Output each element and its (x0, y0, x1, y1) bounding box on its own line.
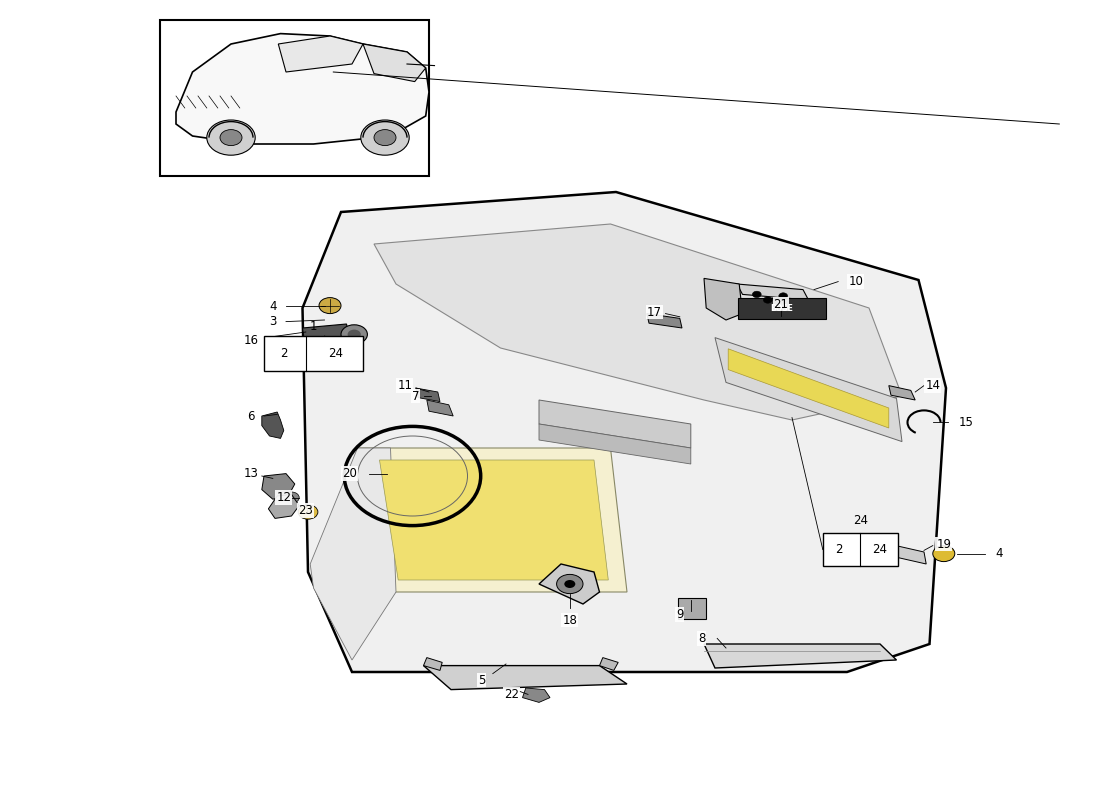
Text: euroParts: euroParts (386, 351, 934, 449)
Polygon shape (704, 278, 742, 320)
Text: 10: 10 (848, 275, 864, 288)
Polygon shape (856, 544, 882, 562)
Text: 24: 24 (328, 347, 343, 360)
Text: 3: 3 (270, 315, 276, 328)
Circle shape (374, 130, 396, 146)
Text: 9: 9 (676, 608, 683, 621)
Text: 18: 18 (562, 614, 578, 626)
Polygon shape (539, 424, 691, 464)
Circle shape (298, 505, 318, 519)
Text: 20: 20 (342, 467, 358, 480)
Text: 23: 23 (298, 504, 314, 517)
FancyBboxPatch shape (738, 298, 826, 319)
Polygon shape (278, 36, 363, 72)
Circle shape (220, 130, 242, 146)
Polygon shape (424, 658, 442, 670)
Polygon shape (737, 284, 808, 300)
Polygon shape (268, 494, 299, 518)
Polygon shape (522, 688, 550, 702)
Polygon shape (374, 224, 902, 420)
Text: 1: 1 (310, 320, 317, 333)
Polygon shape (310, 448, 396, 660)
Polygon shape (704, 644, 896, 668)
Polygon shape (176, 34, 429, 144)
Text: 7: 7 (412, 390, 419, 402)
Text: 21: 21 (773, 298, 789, 310)
Polygon shape (728, 349, 889, 428)
Polygon shape (539, 564, 600, 604)
Circle shape (284, 492, 299, 503)
Polygon shape (302, 324, 355, 368)
Circle shape (564, 580, 575, 588)
Polygon shape (715, 338, 902, 442)
Polygon shape (358, 448, 627, 592)
Polygon shape (416, 388, 440, 402)
Text: 4: 4 (270, 300, 276, 313)
Text: 14: 14 (925, 379, 940, 392)
Polygon shape (889, 386, 915, 400)
Text: 12: 12 (276, 491, 292, 504)
FancyBboxPatch shape (823, 533, 898, 566)
Polygon shape (427, 400, 453, 416)
Text: 6: 6 (248, 410, 254, 422)
Polygon shape (424, 666, 627, 690)
Text: 15: 15 (958, 416, 974, 429)
Polygon shape (647, 314, 682, 328)
Circle shape (557, 574, 583, 594)
Text: 22: 22 (504, 688, 519, 701)
FancyBboxPatch shape (678, 598, 706, 619)
FancyBboxPatch shape (264, 336, 363, 371)
Circle shape (341, 325, 367, 344)
Polygon shape (379, 460, 608, 580)
Circle shape (319, 298, 341, 314)
Polygon shape (539, 400, 691, 448)
Text: 17: 17 (647, 306, 662, 318)
Polygon shape (262, 474, 295, 499)
Text: 19: 19 (936, 538, 952, 550)
Circle shape (361, 120, 409, 155)
Text: 2: 2 (280, 347, 287, 360)
Circle shape (207, 120, 255, 155)
Polygon shape (302, 192, 946, 672)
Text: a passion for parts since 1985: a passion for parts since 1985 (417, 498, 837, 526)
Text: 24: 24 (872, 543, 888, 556)
Text: 2: 2 (836, 543, 843, 556)
Polygon shape (363, 44, 426, 82)
Circle shape (752, 291, 761, 298)
Polygon shape (600, 658, 618, 670)
Text: 11: 11 (397, 379, 412, 392)
Text: 8: 8 (698, 632, 705, 645)
Circle shape (779, 293, 788, 299)
Circle shape (348, 330, 361, 339)
Text: 24: 24 (852, 514, 868, 527)
Text: 13: 13 (243, 467, 258, 480)
Text: 4: 4 (996, 547, 1002, 560)
FancyBboxPatch shape (160, 20, 429, 176)
Text: BOSE: BOSE (771, 304, 793, 314)
Text: 16: 16 (243, 334, 258, 346)
Circle shape (763, 297, 772, 303)
Circle shape (933, 546, 955, 562)
Polygon shape (889, 544, 926, 564)
Polygon shape (262, 412, 284, 438)
Text: 5: 5 (478, 674, 485, 686)
